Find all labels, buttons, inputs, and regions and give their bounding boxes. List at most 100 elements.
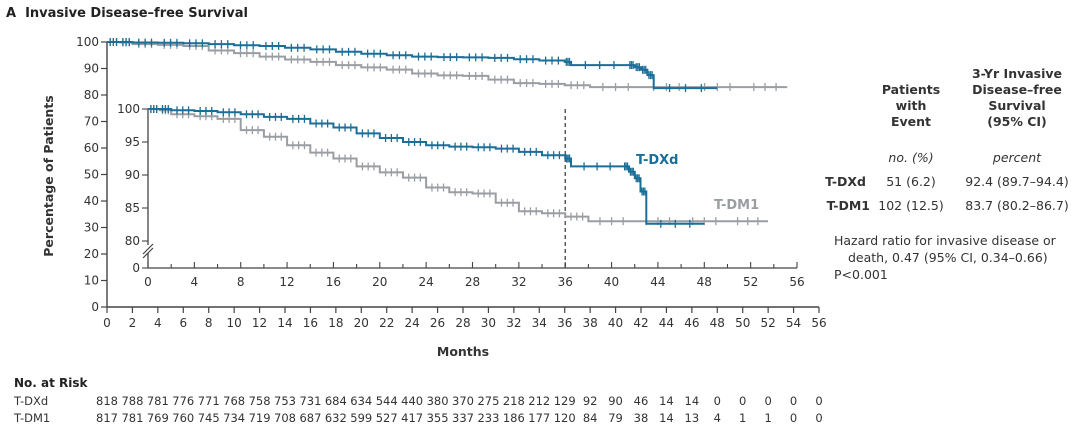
- y-tick-label: 60: [84, 141, 99, 155]
- x-tick-label: 10: [227, 316, 242, 330]
- header-line: (95% CI): [987, 114, 1047, 129]
- x-tick-label: 12: [252, 316, 267, 330]
- at-risk-value: 4: [713, 411, 721, 425]
- col-survival-header: 3-Yr Invasive Disease–free Survival (95%…: [958, 66, 1076, 130]
- inset-curve-tdm1: [148, 108, 768, 223]
- series-label-tdm1: T-DM1: [714, 198, 759, 213]
- x-tick-label: 52: [761, 316, 776, 330]
- title-text: Invasive Disease–free Survival: [25, 6, 248, 21]
- at-risk-value: 14: [659, 394, 674, 408]
- at-risk-value: 753: [274, 394, 296, 408]
- at-risk-value: 370: [452, 394, 474, 408]
- inset-x-tick-label: 52: [743, 275, 758, 289]
- p-value: P<0.001: [834, 267, 888, 282]
- y-tick-label: 80: [84, 88, 99, 102]
- x-tick-label: 4: [154, 316, 162, 330]
- x-tick-label: 14: [277, 316, 292, 330]
- row-name: T-DM1: [826, 198, 870, 213]
- inset-x-tick-label: 36: [558, 275, 573, 289]
- at-risk-value: 760: [172, 411, 195, 425]
- at-risk-value: 0: [789, 411, 798, 425]
- y-tick-label: 30: [84, 221, 99, 235]
- at-risk-value: 129: [553, 394, 576, 408]
- at-risk-value: 0: [764, 394, 772, 408]
- x-tick-label: 50: [735, 316, 750, 330]
- at-risk-value: 734: [223, 411, 246, 425]
- x-tick-label: 32: [506, 316, 521, 330]
- inset-x-tick-label: 28: [465, 275, 480, 289]
- hazard-ratio-text: Hazard ratio for invasive disease or dea…: [834, 232, 1080, 283]
- x-tick-label: 6: [179, 316, 187, 330]
- y-tick-label: 70: [84, 115, 99, 129]
- x-tick-label: 26: [430, 316, 445, 330]
- outer-curve-tdxd: [107, 41, 718, 90]
- at-risk-value: 684: [324, 394, 347, 408]
- x-tick-label: 28: [455, 316, 470, 330]
- at-risk-value: 233: [477, 411, 500, 425]
- col-survival-unit: percent: [992, 150, 1042, 165]
- at-risk-value: 355: [426, 411, 449, 425]
- at-risk-value: 337: [452, 411, 474, 425]
- at-risk-value: 731: [299, 394, 322, 408]
- at-risk-value: 417: [401, 411, 424, 425]
- at-risk-value: 599: [350, 411, 373, 425]
- at-risk-value: 0: [815, 394, 823, 408]
- axis-break-mark: [142, 247, 154, 259]
- at-risk-value: 0: [815, 411, 823, 425]
- y-tick-label: 20: [84, 247, 99, 261]
- y-tick-label: 90: [84, 62, 99, 76]
- y-axis-label: Percentage of Patients: [41, 95, 56, 256]
- at-risk-value: 0: [713, 394, 721, 408]
- at-risk-value: 84: [582, 411, 598, 425]
- series-label-tdxd: T-DXd: [636, 153, 678, 168]
- at-risk-value: 186: [502, 411, 525, 425]
- at-risk-value: 177: [528, 411, 551, 425]
- x-tick-label: 40: [608, 316, 623, 330]
- at-risk-value: 818: [96, 394, 118, 408]
- inset-y-tick-label: 85: [125, 201, 140, 215]
- at-risk-value: 745: [197, 411, 220, 425]
- at-risk-value: 13: [684, 411, 700, 425]
- x-tick-label: 30: [481, 316, 496, 330]
- inset-x-tick-label: 20: [372, 275, 387, 289]
- at-risk-value: 632: [324, 411, 347, 425]
- x-tick-label: 8: [205, 316, 213, 330]
- x-tick-label: 34: [532, 316, 547, 330]
- inset-x-tick-label: 24: [419, 275, 434, 289]
- x-tick-label: 46: [684, 316, 699, 330]
- x-tick-label: 20: [354, 316, 369, 330]
- row-survival: 92.4 (89.7–94.4): [965, 174, 1069, 189]
- at-risk-value: 781: [121, 411, 144, 425]
- inset-y-tick-label: 100: [117, 102, 140, 116]
- chart-title: A Invasive Disease–free Survival: [6, 6, 248, 21]
- at-risk-value: 817: [96, 411, 118, 425]
- y-tick-label: 50: [84, 168, 99, 182]
- at-risk-row-label: T-DM1: [14, 411, 51, 425]
- inset-curve-tdxd: [148, 108, 705, 225]
- row-events: 102 (12.5): [878, 198, 944, 213]
- at-risk-value: 380: [426, 394, 449, 408]
- x-tick-label: 48: [710, 316, 725, 330]
- row-survival: 83.7 (80.2–86.7): [965, 198, 1069, 213]
- at-risk-row-label: T-DXd: [14, 394, 49, 408]
- header-line: 3-Yr Invasive: [971, 66, 1063, 81]
- x-tick-label: 0: [103, 316, 111, 330]
- at-risk-value: 92: [582, 394, 598, 408]
- at-risk-value: 769: [146, 411, 169, 425]
- inset-y-tick-label: 90: [125, 168, 140, 182]
- x-tick-label: 54: [786, 316, 801, 330]
- col-events-header: Patients with Event: [876, 82, 946, 130]
- at-risk-value: 46: [633, 394, 649, 408]
- y-tick-label: 40: [84, 194, 99, 208]
- outer-axes: 0 2 4 6 8 10 12 14 16 18 20 22 24 26 28 30 32 34 36 38 40 42 4…: [76, 35, 827, 330]
- inset-x-tick-label: 56: [789, 275, 804, 289]
- inset-x-tick-label: 4: [191, 275, 199, 289]
- series-layer: [107, 38, 788, 228]
- inset-y-tick-label: 80: [125, 234, 140, 248]
- inset-x-tick-label: 40: [604, 275, 619, 289]
- y-tick-label: 10: [84, 274, 99, 288]
- at-risk-value: 0: [739, 394, 747, 408]
- y-tick-label: 0: [91, 300, 99, 314]
- at-risk-value: 768: [223, 394, 246, 408]
